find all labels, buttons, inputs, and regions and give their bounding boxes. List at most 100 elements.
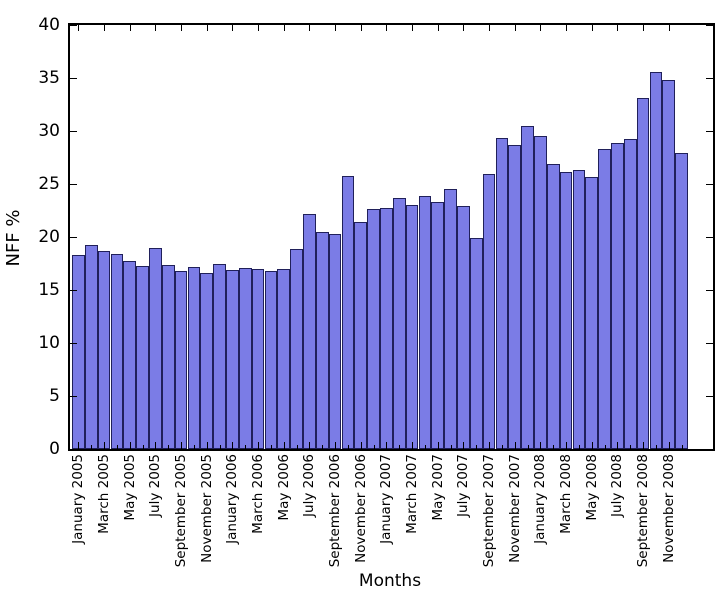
bar bbox=[315, 231, 329, 449]
bar bbox=[611, 142, 624, 449]
x-tick-label: March 2007 bbox=[404, 454, 421, 534]
x-major-tick bbox=[206, 442, 208, 449]
bar bbox=[238, 267, 252, 449]
bar bbox=[149, 247, 162, 449]
bar bbox=[110, 253, 124, 449]
x-minor-tick bbox=[399, 445, 401, 449]
bar bbox=[187, 266, 201, 449]
x-top-tick bbox=[514, 25, 516, 31]
x-tick-label: November 2005 bbox=[198, 454, 215, 563]
y-tick-label: 10 bbox=[38, 333, 60, 353]
x-top-tick bbox=[258, 25, 260, 31]
x-tick-label: September 2008 bbox=[635, 454, 652, 568]
x-minor-tick bbox=[347, 445, 349, 449]
x-minor-tick bbox=[116, 445, 118, 449]
x-minor-tick bbox=[219, 445, 221, 449]
bar bbox=[161, 264, 175, 449]
x-minor-tick bbox=[527, 445, 529, 449]
x-minor-tick bbox=[296, 445, 298, 449]
bar bbox=[444, 189, 457, 449]
x-top-tick bbox=[668, 25, 670, 31]
bar bbox=[251, 268, 265, 449]
x-tick-label: July 2005 bbox=[147, 454, 164, 517]
x-major-tick bbox=[360, 442, 362, 449]
bar bbox=[572, 170, 586, 449]
bar bbox=[508, 144, 522, 449]
bar bbox=[84, 245, 98, 449]
y-right-tick bbox=[706, 131, 713, 132]
y-left-tick bbox=[70, 25, 77, 26]
x-tick-label: March 2008 bbox=[558, 454, 575, 534]
bar bbox=[598, 149, 611, 449]
bar bbox=[226, 269, 239, 449]
x-tick-label: January 2006 bbox=[224, 454, 241, 544]
x-tick-label: November 2006 bbox=[352, 454, 369, 563]
x-major-tick bbox=[643, 442, 645, 449]
y-left-tick bbox=[70, 449, 77, 450]
x-tick-label: May 2007 bbox=[429, 454, 446, 521]
x-minor-tick bbox=[142, 445, 144, 449]
x-top-tick bbox=[129, 25, 131, 31]
x-top-tick bbox=[591, 25, 593, 31]
x-top-tick bbox=[78, 25, 80, 31]
y-right-tick bbox=[706, 184, 713, 185]
bar bbox=[662, 80, 676, 449]
y-left-tick bbox=[70, 184, 77, 185]
x-tick-label: September 2006 bbox=[327, 454, 344, 568]
x-tick-label: March 2005 bbox=[96, 454, 113, 534]
x-top-tick bbox=[437, 25, 439, 31]
bar bbox=[174, 270, 188, 449]
x-major-tick bbox=[591, 442, 593, 449]
x-tick-label: July 2008 bbox=[609, 454, 626, 517]
x-major-tick bbox=[566, 442, 568, 449]
x-major-tick bbox=[617, 442, 619, 449]
x-top-tick bbox=[309, 25, 311, 31]
x-top-tick bbox=[283, 25, 285, 31]
x-major-tick bbox=[514, 442, 516, 449]
x-major-tick bbox=[104, 442, 106, 449]
y-tick-label: 25 bbox=[38, 174, 60, 194]
bar bbox=[136, 265, 149, 449]
bar bbox=[277, 268, 291, 449]
x-major-tick bbox=[386, 442, 388, 449]
x-minor-tick bbox=[501, 445, 503, 449]
bar bbox=[303, 213, 316, 449]
x-minor-tick bbox=[373, 445, 375, 449]
x-tick-label: January 2005 bbox=[70, 454, 87, 544]
y-left-tick bbox=[70, 131, 77, 132]
x-top-tick bbox=[540, 25, 542, 31]
y-tick-label: 20 bbox=[38, 227, 60, 247]
y-left-tick bbox=[70, 78, 77, 79]
x-top-tick bbox=[181, 25, 183, 31]
bar bbox=[546, 163, 560, 449]
bar bbox=[469, 238, 483, 449]
x-top-tick bbox=[617, 25, 619, 31]
y-left-tick bbox=[70, 237, 77, 238]
y-right-tick bbox=[706, 290, 713, 291]
bar bbox=[495, 138, 509, 449]
x-major-tick bbox=[437, 442, 439, 449]
bar bbox=[392, 197, 406, 449]
y-right-tick bbox=[706, 78, 713, 79]
x-minor-tick bbox=[630, 445, 632, 449]
bar bbox=[367, 209, 380, 449]
bar bbox=[559, 172, 573, 449]
x-top-tick bbox=[155, 25, 157, 31]
y-right-tick bbox=[706, 449, 713, 450]
y-right-tick bbox=[706, 25, 713, 26]
x-minor-tick bbox=[245, 445, 247, 449]
y-axis-title: NFF % bbox=[3, 209, 24, 267]
bar bbox=[72, 255, 85, 449]
x-major-tick bbox=[335, 442, 337, 449]
x-top-tick bbox=[412, 25, 414, 31]
x-minor-tick bbox=[578, 445, 580, 449]
x-tick-label: May 2005 bbox=[121, 454, 138, 521]
y-tick-label: 0 bbox=[49, 439, 60, 459]
x-minor-tick bbox=[168, 445, 170, 449]
y-tick-label: 40 bbox=[38, 15, 60, 35]
x-major-tick bbox=[668, 442, 670, 449]
x-minor-tick bbox=[450, 445, 452, 449]
bar bbox=[585, 176, 599, 449]
x-minor-tick bbox=[655, 445, 657, 449]
